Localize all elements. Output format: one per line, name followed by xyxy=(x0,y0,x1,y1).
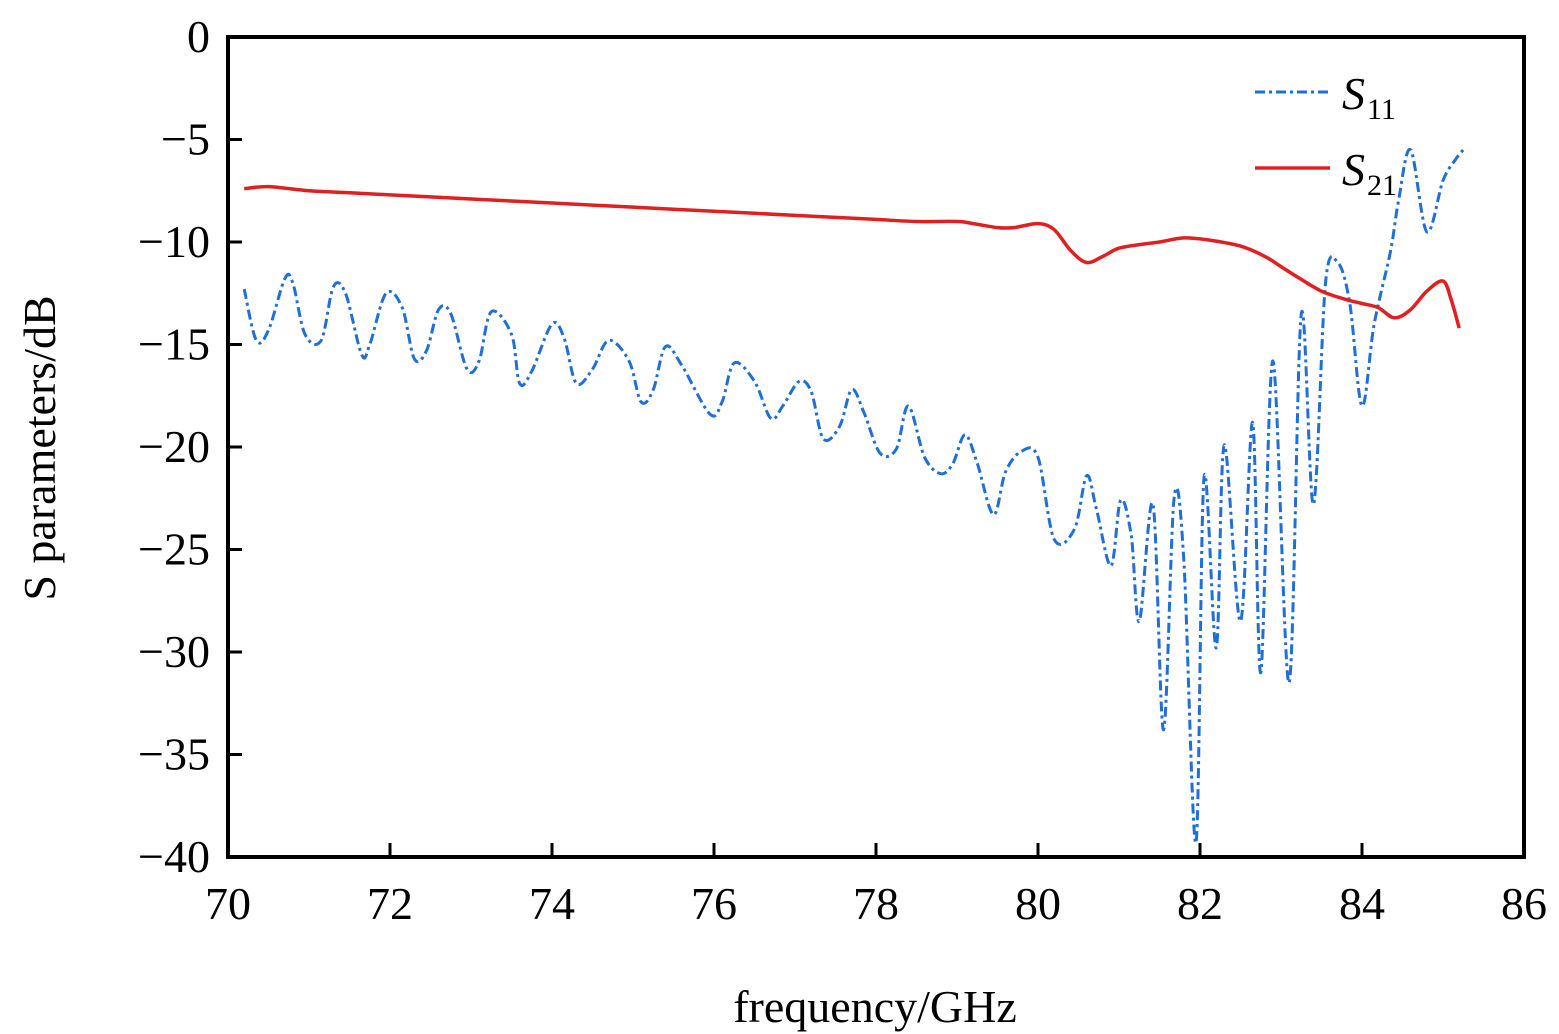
y-tick-label: −35 xyxy=(138,729,210,780)
plot-frame xyxy=(226,35,1526,859)
x-tick-label: 86 xyxy=(1501,878,1547,929)
x-tick-label: 72 xyxy=(367,878,413,929)
legend: S11 S21 xyxy=(1255,68,1397,202)
x-tick-label: 84 xyxy=(1339,878,1385,929)
y-tick-label: −30 xyxy=(138,626,210,677)
x-tick-label: 78 xyxy=(853,878,899,929)
legend-label-s21: S21 xyxy=(1342,144,1397,202)
y-tick-label: −40 xyxy=(138,831,210,882)
x-tick-label: 76 xyxy=(691,878,737,929)
x-tick-label: 70 xyxy=(205,878,251,929)
ticks-layer: 70 72 74 76 78 80 82 84 86 0 −5 −10 −15 −20 −25 −30 −35 −… xyxy=(138,11,1547,929)
series-line-s21 xyxy=(244,184,1461,329)
x-axis-title: frequency/GHz xyxy=(733,981,1017,1032)
y-tick-label: −20 xyxy=(138,421,210,472)
x-tick-label: 82 xyxy=(1177,878,1223,929)
y-tick-label: −15 xyxy=(138,319,210,370)
legend-label-s11: S11 xyxy=(1342,68,1396,126)
y-axis-title: S parameters/dB xyxy=(14,295,65,600)
y-tick-label: −25 xyxy=(138,524,210,575)
y-tick-label: −10 xyxy=(138,216,210,267)
y-tick-label: 0 xyxy=(187,11,210,62)
plot-area xyxy=(226,35,1526,859)
x-tick-label: 80 xyxy=(1015,878,1061,929)
series-layer xyxy=(242,148,1465,845)
y-tick-label: −5 xyxy=(161,114,210,165)
series-line-s11 xyxy=(242,148,1465,845)
x-tick-label: 74 xyxy=(529,878,575,929)
